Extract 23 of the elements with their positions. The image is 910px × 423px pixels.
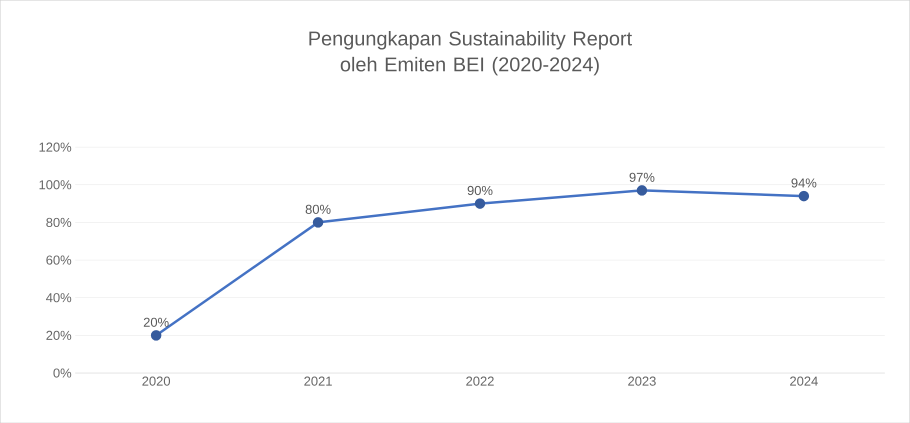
chart-title: Pengungkapan Sustainability Report oleh Emiten BEI (2020-2024) bbox=[309, 30, 632, 76]
x-tick-label: 2020 bbox=[142, 376, 170, 386]
point bbox=[312, 217, 324, 228]
y-tick-label: 0% bbox=[53, 368, 72, 378]
point bbox=[798, 190, 810, 202]
data-label: 20% bbox=[144, 318, 169, 327]
point bbox=[636, 185, 648, 196]
data-label: 90% bbox=[468, 186, 492, 195]
data-label: 80% bbox=[306, 204, 331, 214]
y-tick-label: 80% bbox=[46, 218, 72, 227]
data-label: 97% bbox=[630, 172, 654, 182]
y-tick-label: 100% bbox=[40, 180, 72, 190]
point bbox=[474, 198, 486, 209]
x-tick-label: 2023 bbox=[628, 376, 656, 386]
x-tick-label: 2022 bbox=[466, 376, 494, 386]
x-tick-label: 2021 bbox=[304, 376, 332, 386]
data-label: 94% bbox=[792, 178, 816, 188]
y-tick-label: 60% bbox=[46, 255, 72, 265]
y-tick-label: 20% bbox=[46, 330, 72, 340]
point bbox=[150, 330, 162, 341]
y-tick-label: 120% bbox=[40, 142, 72, 152]
x-tick-label: 2024 bbox=[790, 376, 818, 386]
y-tick-label: 40% bbox=[46, 293, 72, 302]
